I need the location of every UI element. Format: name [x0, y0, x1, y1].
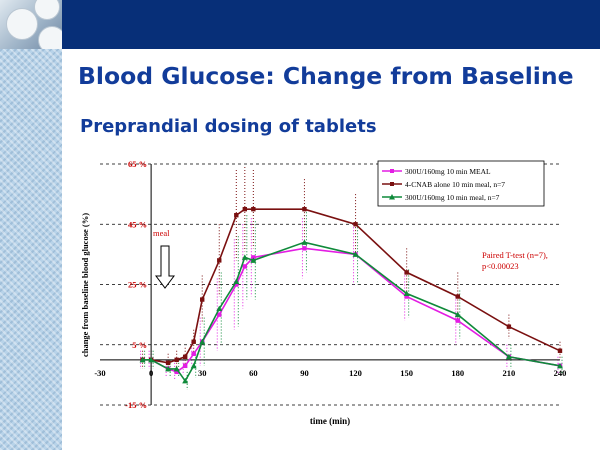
y-tick-label: 5 % [132, 340, 147, 350]
data-point [302, 206, 307, 212]
data-point [352, 251, 359, 257]
data-point [139, 356, 146, 363]
grid-lines [100, 163, 560, 406]
data-point [404, 270, 409, 275]
data-point [242, 206, 248, 212]
y-axis-title: change from baseline blood glucose (%) [80, 213, 90, 357]
data-point [251, 255, 256, 260]
data-point [233, 278, 240, 284]
data-point [217, 258, 222, 263]
data-point [174, 357, 179, 363]
data-point [191, 339, 196, 344]
x-tick-label: 150 [400, 368, 413, 378]
data-point [505, 353, 512, 360]
y-tick-labels: -15 % 5 % 25 % 45 % 65 % [125, 159, 147, 410]
data-point [174, 369, 179, 375]
data-point [251, 206, 256, 212]
data-point [148, 356, 155, 363]
data-point [241, 254, 248, 260]
data-point [302, 246, 307, 251]
data-point [404, 294, 409, 299]
data-point [455, 294, 460, 299]
data-point [182, 377, 189, 384]
data-point [353, 222, 358, 227]
legend-marker [390, 169, 394, 173]
data-point [242, 264, 248, 269]
legend-box [377, 160, 545, 207]
y-tick-label: 65 % [128, 159, 147, 169]
series-line [142, 208, 561, 364]
legend-label: 300U/160mg 10 min meal, n=7 [405, 193, 500, 202]
header-bar [0, 0, 600, 49]
legend-label: 4-CNAB alone 10 min meal, n=7 [405, 180, 505, 189]
x-tick-label: 180 [451, 368, 464, 378]
x-tick-label: 0 [149, 368, 153, 378]
data-point [455, 318, 460, 323]
y-tick-label: 25 % [128, 280, 147, 290]
y-tick-label: -15 % [125, 400, 147, 410]
y-tick-label: 45 % [128, 219, 147, 229]
slide-title: Blood Glucose: Change from Baseline [78, 62, 574, 90]
data-point [191, 351, 196, 356]
series-group [139, 206, 563, 384]
x-tick-label: 90 [300, 368, 309, 378]
meal-arrow [155, 245, 175, 289]
pill-shape [6, 8, 38, 40]
data-point [403, 290, 410, 297]
data-point [454, 311, 461, 318]
data-point [234, 282, 239, 287]
legend-marker [389, 194, 395, 200]
pill-shape [34, 0, 60, 20]
data-point [200, 297, 205, 302]
data-point [234, 213, 239, 218]
stat-annotation-line1: Paired T-test (n=7), [482, 250, 548, 260]
left-decoration [0, 49, 62, 450]
data-point [190, 362, 197, 369]
x-tick-labels: -30 0 30 60 90 120 150 180 210 240 [94, 368, 566, 378]
data-point [301, 239, 308, 245]
x-tick-label: -30 [94, 368, 105, 378]
data-point [250, 257, 257, 263]
meal-label: meal [153, 228, 170, 238]
stat-annotation-line2: p<0.00023 [482, 261, 519, 271]
x-tick-label: 120 [349, 368, 362, 378]
data-point [173, 365, 180, 372]
x-tick-label: 30 [198, 368, 207, 378]
x-tick-label: 210 [503, 368, 516, 378]
data-point [557, 348, 563, 353]
pill-shape [38, 26, 62, 49]
legend: 300U/160mg 10 min MEAL 4-CNAB alone 10 mi… [377, 160, 545, 207]
data-point [165, 360, 171, 366]
data-point [217, 312, 222, 317]
legend-label: 300U/160mg 10 min MEAL [405, 167, 491, 176]
pill-image [0, 0, 62, 49]
data-point [199, 338, 206, 345]
data-point [182, 363, 188, 369]
data-point [506, 324, 512, 329]
data-point [165, 365, 172, 372]
slide-subtitle: Preprandial dosing of tablets [80, 116, 377, 137]
data-point [557, 362, 563, 369]
legend-marker [390, 182, 394, 186]
data-point [182, 354, 188, 359]
x-tick-label: 240 [554, 368, 567, 378]
x-axis-title: time (min) [310, 416, 350, 426]
x-tick-label: 60 [249, 368, 258, 378]
data-point [216, 305, 223, 312]
